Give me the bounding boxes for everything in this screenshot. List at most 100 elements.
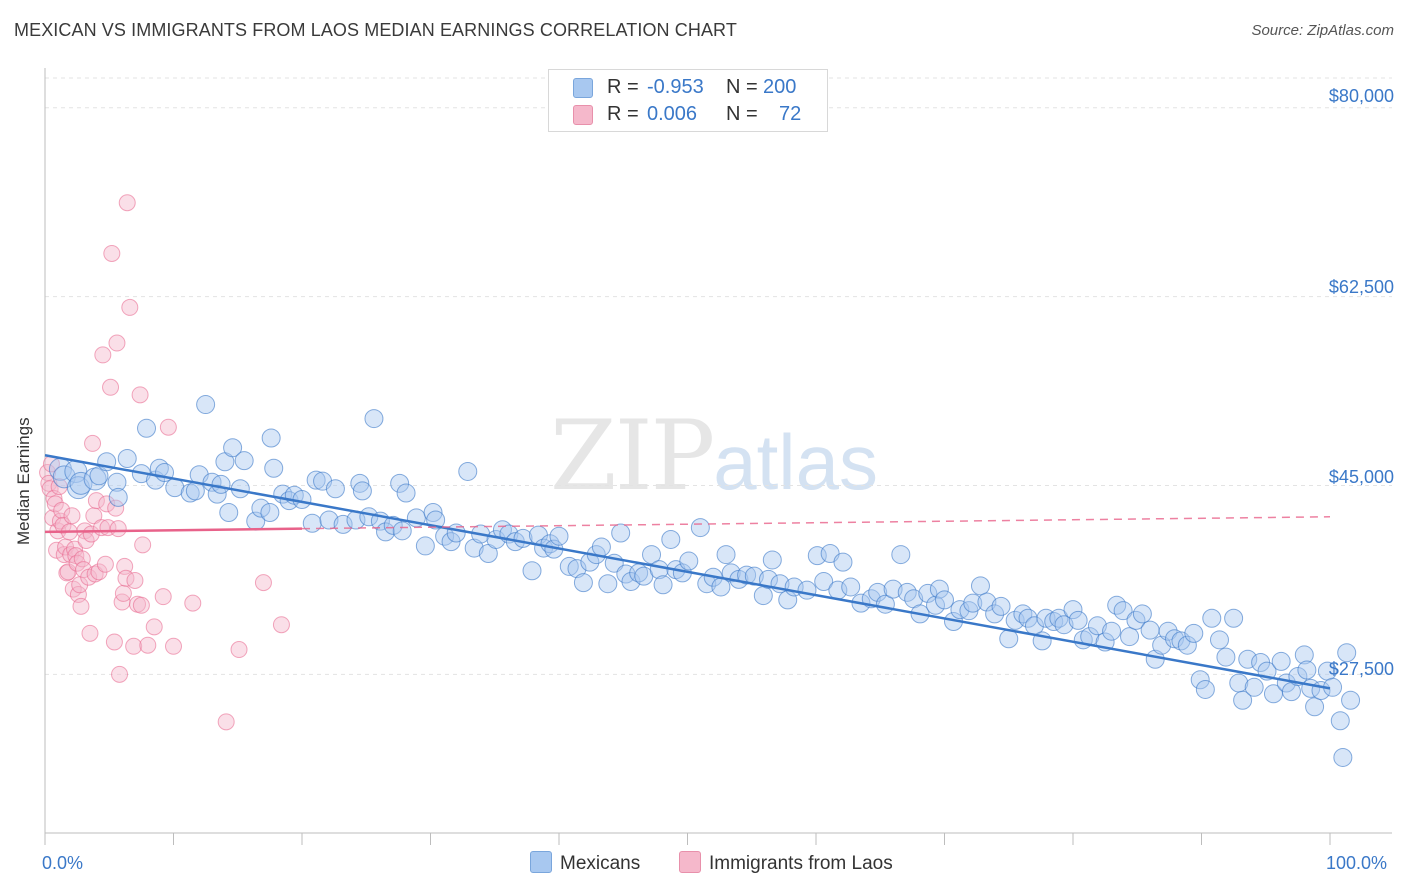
legend-label: Immigrants from Laos	[709, 853, 893, 874]
mexican-point	[868, 582, 888, 602]
mexican-point	[1294, 645, 1314, 665]
mexican-point	[573, 573, 593, 593]
laos-point	[165, 637, 182, 655]
laos-point	[98, 495, 116, 513]
mexican-point	[415, 536, 435, 556]
legend-r-label: R =	[607, 103, 639, 125]
mexican-point	[1341, 690, 1361, 710]
x-tick-label: 100.0%	[1326, 853, 1388, 873]
mexicans-points	[48, 395, 1361, 767]
laos-point	[217, 713, 235, 731]
laos-point	[272, 616, 290, 634]
mexican-point	[302, 513, 322, 533]
mexican-point	[918, 583, 938, 603]
laos-point	[103, 244, 121, 262]
mexican-point	[1068, 610, 1088, 630]
laos-point	[159, 418, 177, 436]
mexican-point	[319, 510, 339, 530]
mexican-point	[1238, 649, 1258, 669]
laos-point	[118, 194, 136, 212]
mexican-point	[264, 458, 284, 478]
legend-n-label: N =	[726, 76, 758, 98]
laos-point	[96, 555, 114, 573]
mexican-point	[196, 395, 216, 415]
laos-point	[73, 550, 91, 568]
mexican-point	[1054, 615, 1074, 635]
mexican-point	[1177, 635, 1197, 655]
mexican-point	[737, 565, 757, 585]
mexican-point	[591, 537, 611, 557]
laos-point	[53, 501, 71, 519]
laos-point	[126, 571, 144, 589]
legend-r-value: -0.953	[647, 76, 704, 98]
watermark-atlas: atlas	[713, 418, 878, 506]
mexican-point	[513, 528, 533, 548]
laos-point	[132, 596, 150, 614]
mexican-point	[653, 575, 673, 595]
mexican-point	[464, 538, 484, 558]
mexican-point	[423, 502, 443, 522]
laos-trend-line	[44, 527, 303, 534]
mexican-point	[207, 484, 227, 504]
laos-point	[72, 597, 90, 615]
mexican-point	[753, 586, 773, 606]
legend-n-value: 72	[779, 103, 802, 125]
legend-r-label: R =	[607, 76, 639, 98]
mexican-point	[977, 592, 997, 612]
mexican-point	[883, 579, 903, 599]
laos-point	[84, 434, 102, 452]
laos-point	[184, 594, 202, 612]
mexican-point	[223, 438, 243, 458]
y-tick-label: $45,000	[1328, 467, 1394, 487]
mexican-point	[1113, 601, 1133, 621]
mexican-point	[1158, 621, 1178, 641]
mexican-point	[1049, 608, 1069, 628]
mexican-point	[108, 487, 128, 507]
watermark-zip: ZIP	[550, 400, 715, 512]
mexican-point	[929, 579, 949, 599]
laos-point	[81, 624, 99, 642]
mexican-point	[1337, 643, 1357, 663]
mexican-point	[1305, 697, 1325, 717]
laos-point	[154, 588, 172, 606]
laos-point	[46, 495, 64, 513]
legend-label: Mexicans	[560, 853, 641, 874]
legend-swatch-pink	[573, 105, 593, 125]
mexican-point	[522, 561, 542, 581]
mexican-point	[390, 473, 410, 493]
mexican-point	[350, 473, 370, 493]
legend-swatch-blue	[573, 78, 593, 98]
mexican-point	[234, 451, 254, 471]
laos-point	[121, 298, 139, 316]
mexican-point	[1120, 627, 1140, 647]
mexican-point	[117, 449, 137, 469]
axes	[44, 68, 1392, 845]
mexican-point	[1216, 647, 1236, 667]
laos-point	[94, 346, 112, 364]
laos-point	[131, 386, 149, 404]
mexican-point	[69, 471, 93, 495]
mexican-point	[1087, 616, 1107, 636]
mexican-point	[251, 498, 271, 518]
laos-point	[105, 633, 123, 651]
mexican-point	[211, 474, 231, 494]
laos-point	[111, 665, 129, 683]
mexican-point	[926, 595, 946, 615]
mexican-point	[1132, 604, 1152, 624]
legend-row-mexicans: R = -0.953 N = 200	[549, 74, 827, 100]
mexican-point	[661, 529, 681, 549]
legend-swatch-pink	[679, 851, 701, 873]
mexican-point	[1063, 600, 1083, 620]
mexican-point	[679, 551, 699, 571]
mexican-point	[66, 476, 90, 500]
laos-point	[145, 618, 163, 636]
mexican-point	[306, 470, 326, 490]
mexican-point	[559, 556, 579, 576]
mexican-point	[107, 472, 127, 492]
mexican-point	[690, 518, 710, 538]
mexican-point	[1140, 620, 1160, 640]
mexican-point	[260, 502, 280, 522]
mexican-point	[325, 479, 345, 499]
laos-point	[114, 584, 132, 602]
